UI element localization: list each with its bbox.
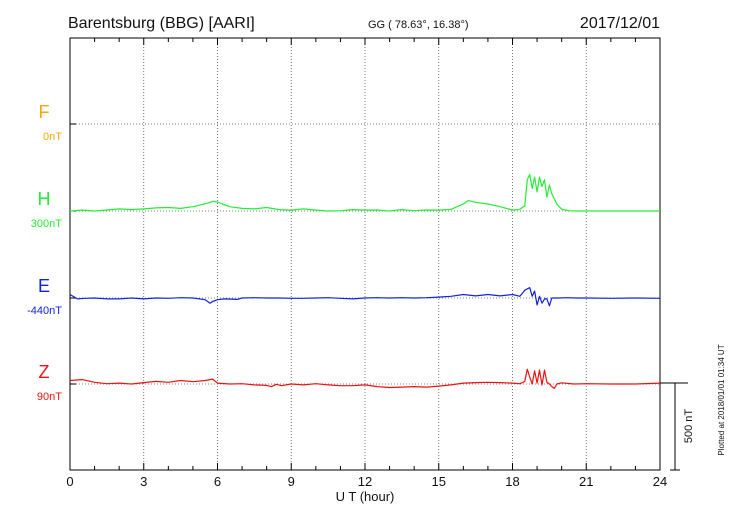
x-tick-label: 21 [579, 474, 593, 489]
plotted-timestamp: Plotted at 2018/01/01 01:34 UT [717, 344, 726, 455]
series-baseline-E: -440nT [27, 305, 62, 317]
series-baseline-Z: 90nT [37, 391, 62, 403]
series-line-E [69, 287, 661, 307]
x-tick-label: 0 [66, 474, 73, 489]
station-title: Barentsburg (BBG) [AARI] [68, 15, 255, 32]
series-baseline-H: 300nT [31, 218, 62, 230]
series-name-Z: Z [39, 362, 50, 382]
scale-bar: 500 nT [660, 382, 695, 471]
series-baseline-F: 0nT [43, 131, 62, 143]
x-axis: 0 3 6 9 12 15 18 21 24 [66, 38, 667, 489]
series-lines [69, 173, 661, 389]
series-line-H [69, 173, 660, 212]
chart-date: 2017/12/01 [580, 15, 660, 32]
series-labels: F 0nT H 300nT E -440nT Z 90nT [27, 102, 62, 403]
x-tick-label: 18 [505, 474, 519, 489]
scale-bar-label: 500 nT [683, 409, 695, 444]
grid-lines [70, 38, 660, 470]
station-coords: GG ( 78.63°, 16.38°) [368, 19, 469, 31]
series-name-F: F [39, 102, 50, 122]
series-name-E: E [38, 276, 50, 296]
x-tick-label: 9 [288, 474, 295, 489]
series-name-H: H [38, 189, 51, 209]
x-axis-label: U T (hour) [336, 489, 395, 504]
series-line-Z [69, 368, 661, 389]
x-tick-label: 24 [653, 474, 667, 489]
x-tick-label: 3 [140, 474, 147, 489]
x-tick-label: 12 [358, 474, 372, 489]
x-tick-label: 6 [214, 474, 221, 489]
x-tick-label: 15 [432, 474, 446, 489]
